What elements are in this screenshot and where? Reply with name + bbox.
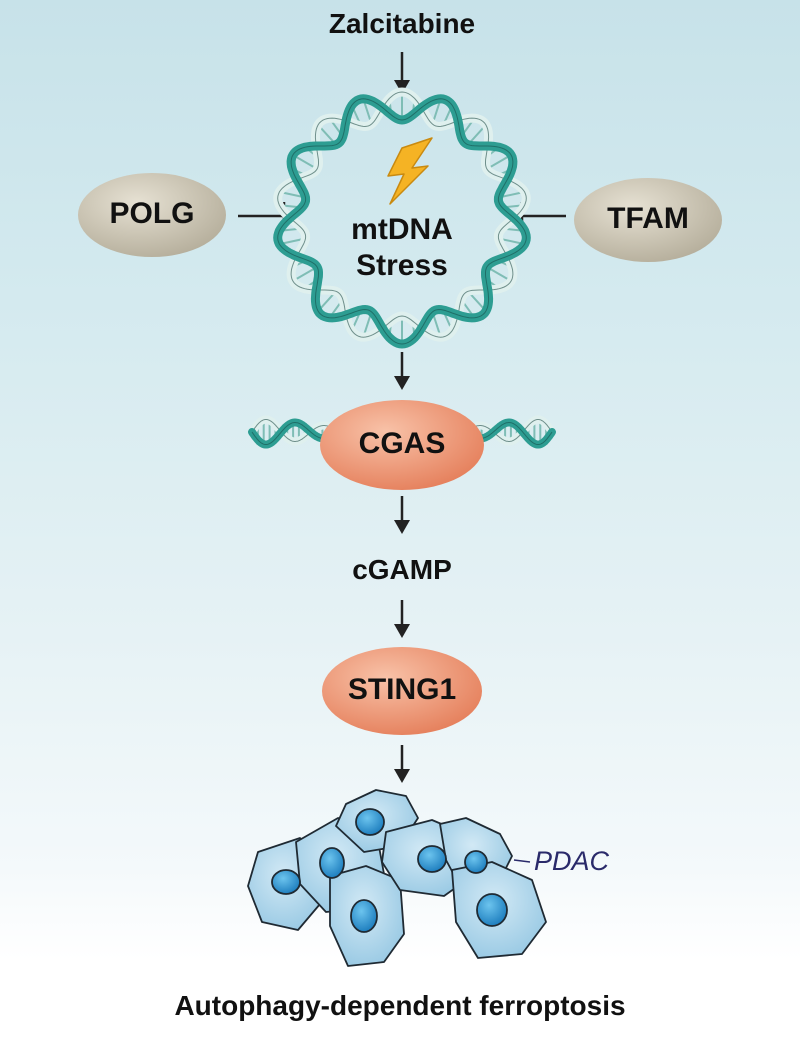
cell-nucleus [355, 808, 385, 836]
lightning-icon [387, 137, 433, 205]
cell-nucleus [476, 893, 508, 927]
arrow-sting1-to-cells [394, 745, 410, 783]
arrow-cgas-to-cgamp [394, 496, 410, 534]
mtdna-label-line1: mtDNA [351, 213, 453, 246]
strand-outline [277, 98, 527, 345]
pdac-cell-cluster [247, 789, 547, 967]
polg-label: POLG [109, 197, 195, 230]
mtdna-label-line2: Stress [356, 249, 448, 282]
mtdna-stress-label: mtDNA Stress [312, 212, 492, 284]
flow-arrows [394, 52, 410, 783]
cell-nucleus [319, 847, 345, 879]
pdac-label: PDAC [534, 846, 610, 876]
base-pair [486, 154, 512, 170]
tfam-label: TFAM [607, 202, 689, 235]
outcome-label: Autophagy-dependent ferroptosis [174, 990, 626, 1021]
cell-nucleus [271, 869, 301, 895]
polg-node [78, 173, 226, 257]
cgas-label: CGAS [358, 427, 446, 460]
mtdna-ring [273, 87, 531, 349]
cell-nucleus [350, 899, 378, 933]
arrow-zalcitabine-to-mtdna [394, 52, 410, 94]
strand-outline [251, 419, 341, 442]
sting1-node [322, 647, 482, 735]
cgamp-label: cGAMP [352, 554, 452, 585]
cell-nucleus [464, 850, 488, 874]
sting1-label: STING1 [347, 673, 457, 706]
cell-nucleus [417, 845, 447, 873]
strand-outline [463, 419, 553, 442]
tfam-node [574, 178, 722, 262]
zalcitabine-label: Zalcitabine [328, 8, 476, 39]
arrow-mtdna-to-cgas [394, 352, 410, 390]
arrow-cgamp-to-sting1 [394, 600, 410, 638]
base-pair [292, 266, 318, 282]
base-pair [486, 266, 512, 282]
cgas-node [320, 400, 484, 490]
base-pair [292, 154, 318, 170]
pdac-leader-line [513, 859, 531, 863]
